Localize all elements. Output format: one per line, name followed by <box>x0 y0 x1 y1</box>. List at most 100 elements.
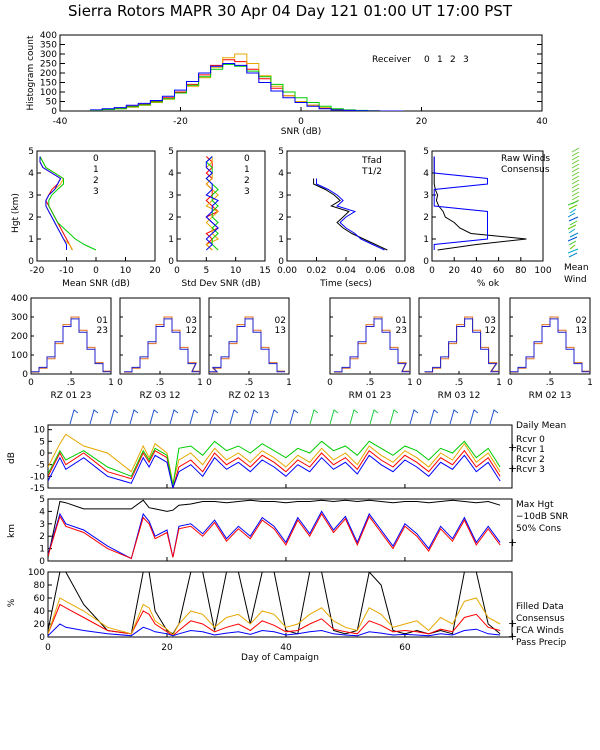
campaign-xtick-label: 40 <box>280 643 292 653</box>
pair-ytick-label: 100 <box>11 351 28 361</box>
pair-panel-label: RM 01 23 <box>349 391 392 401</box>
wind-barb-icon <box>109 409 119 425</box>
pair-hist-blue <box>510 318 590 373</box>
mean_snr-profile-3 <box>39 156 67 250</box>
ts0-ytick-label: -10 <box>30 472 45 482</box>
wind-barb-icon <box>568 252 578 258</box>
percent_ok-xtick-label: 0 <box>429 266 435 276</box>
marker-icon: + <box>508 462 517 475</box>
pair-hist-blue <box>124 318 200 373</box>
percent_ok-ytick-label: 2 <box>423 213 429 223</box>
histogram-ytick-label: 150 <box>40 79 57 89</box>
pair-hist-blue <box>31 318 111 373</box>
ts1-series-1 <box>48 510 501 560</box>
wind-barb-icon <box>209 409 219 425</box>
histogram-series <box>90 53 404 111</box>
histogram-ytick-label: 200 <box>40 69 57 79</box>
ts0-ytick-label: -15 <box>30 484 45 494</box>
ts2-series-1 <box>48 603 501 637</box>
daily-mean-legend-3: Rcvr 3 <box>516 465 545 475</box>
histogram-xtick-label: 0 <box>298 117 304 127</box>
pair-panel-label: RZ 02 13 <box>228 391 269 401</box>
mean-snr-xlabel: Mean SNR (dB) <box>62 279 130 289</box>
daily-mean-ylabel: dB <box>7 452 17 464</box>
histogram-xlabel: SNR (dB) <box>281 127 321 137</box>
ts1-lines <box>48 499 501 560</box>
pair-xtick-label: .5 <box>245 378 254 388</box>
marker-icon: + <box>508 441 517 454</box>
histogram-frame <box>59 34 543 112</box>
pair-top-label: 01 <box>97 316 108 326</box>
pair-top-label: 03 <box>186 316 197 326</box>
wind-barb-icon <box>567 224 577 230</box>
pair-xtick-label: 0 <box>206 378 212 388</box>
std_snr-ytick-label: 5 <box>168 147 174 157</box>
ts0-series-0 <box>48 449 501 488</box>
pair-xtick-label: 1 <box>197 378 203 388</box>
t-half-legend: T1/2 <box>361 167 382 177</box>
wind-barb-icon <box>571 179 580 185</box>
pair-ytick-label: 400 <box>11 294 28 304</box>
wind-barb-icon <box>469 409 479 425</box>
mean-snr-legend-2: 2 <box>93 176 99 186</box>
wind-barb-icon <box>409 409 419 425</box>
time-xlabel: Time (secs) <box>319 279 372 289</box>
filled-data-legend-0: Filled Data <box>516 602 564 612</box>
filled-data-frame <box>47 571 513 638</box>
wind-barb-icon <box>569 244 576 250</box>
pair-panel-frame <box>418 297 500 375</box>
wind-barb-icon <box>569 232 579 238</box>
std-snr-frame <box>176 150 266 262</box>
mean_snr-ytick-label: 0 <box>28 257 34 267</box>
percent-ok-xlabel: % ok <box>477 279 500 289</box>
std_snr-xtick-label: 5 <box>203 266 209 276</box>
time-xtick-label: 0.04 <box>336 266 356 276</box>
histogram-series-3 <box>90 63 404 111</box>
histogram-ytick-label: 400 <box>40 31 57 41</box>
pair-top-label: 01 <box>396 316 407 326</box>
wind-barb-icon <box>569 220 578 226</box>
mean_snr-ytick-label: 2 <box>28 213 34 223</box>
marker-icon: + <box>508 617 517 630</box>
wind-barb-icon <box>571 159 580 165</box>
wind-barb-icon <box>571 155 580 161</box>
page-title: Sierra Rotors MAPR 30 Apr 04 Day 121 01:… <box>68 2 513 20</box>
filled-data-legend-3: Pass Precip <box>516 638 567 648</box>
pair-hist-blue <box>424 318 499 373</box>
time-ytick-label: 4 <box>278 169 284 179</box>
std-snr-legend-1: 1 <box>244 165 250 175</box>
histogram-ylabel: Histogram count <box>26 35 36 110</box>
std_snr-xtick-label: 0 <box>174 266 180 276</box>
time-ytick-label: 5 <box>278 147 284 157</box>
wind-barb-icon <box>329 409 339 425</box>
max-height-panel: km Max Hgt −10dB SNR 50% Cons <box>7 498 568 562</box>
consensus-legend: Consensus <box>501 165 550 175</box>
histogram-xtick-label: -20 <box>173 117 188 127</box>
height-axis-label: Hgt (km) <box>11 193 21 233</box>
ts0-lines <box>48 433 501 488</box>
daily-mean-frame <box>47 424 513 489</box>
mean-wind-label-2: Wind <box>564 275 587 285</box>
campaign-xlabel: Day of Campaign <box>241 653 319 663</box>
wind-barb-icon <box>571 183 580 189</box>
wind-barb-icon <box>569 208 577 214</box>
ts0-ytick-label: 5 <box>39 437 45 447</box>
pair-xtick-label: .5 <box>455 378 464 388</box>
max-height-legend-1: −10dB SNR <box>516 512 568 522</box>
histogram-ytick-label: 0 <box>51 107 57 117</box>
pair-xtick-label: 0 <box>416 378 422 388</box>
histogram-ytick-label: 50 <box>46 98 58 108</box>
mean_snr-ytick-label: 4 <box>28 169 34 179</box>
wind-barb-icon <box>571 195 580 201</box>
pair-ytick-label: 300 <box>11 313 28 323</box>
histogram-ytick-label: 350 <box>40 41 57 51</box>
pair-xtick-label: 1 <box>407 378 413 388</box>
raw-winds-legend: Raw Winds <box>501 154 550 164</box>
ts1-series-0 <box>48 499 501 558</box>
ts2-ytick-label: 0 <box>39 633 45 643</box>
mean_snr-xtick-label: -10 <box>59 266 74 276</box>
ts0-series-1 <box>48 433 501 484</box>
ts0-ytick-label: 10 <box>34 426 46 436</box>
